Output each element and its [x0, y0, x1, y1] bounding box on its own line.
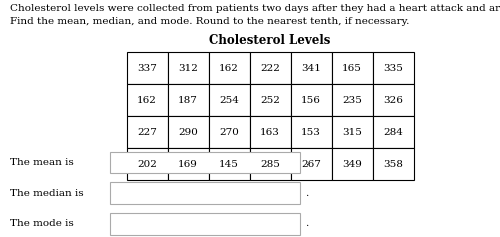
Bar: [372, 52, 414, 84]
Text: Cholesterol Levels: Cholesterol Levels: [210, 34, 330, 47]
Bar: [290, 52, 332, 84]
Bar: [290, 84, 332, 116]
Text: The median is: The median is: [10, 189, 84, 198]
Bar: [250, 52, 290, 84]
Text: 341: 341: [301, 64, 321, 73]
Text: 326: 326: [383, 96, 403, 105]
Bar: [372, 148, 414, 180]
Text: 349: 349: [342, 160, 362, 169]
Text: .: .: [305, 189, 308, 198]
Text: 187: 187: [178, 96, 198, 105]
Text: .: .: [305, 219, 308, 228]
Text: 285: 285: [260, 160, 280, 169]
Bar: [250, 116, 290, 148]
Text: 153: 153: [301, 128, 321, 137]
Bar: [208, 116, 250, 148]
Text: 169: 169: [178, 160, 198, 169]
Bar: [126, 116, 168, 148]
Bar: [208, 84, 250, 116]
Text: Cholesterol levels were collected from patients two days after they had a heart : Cholesterol levels were collected from p…: [10, 4, 500, 13]
Text: 267: 267: [301, 160, 321, 169]
Bar: [110, 182, 300, 204]
Text: The mode is: The mode is: [10, 219, 74, 228]
Text: 162: 162: [219, 64, 239, 73]
Text: 163: 163: [260, 128, 280, 137]
Bar: [332, 148, 372, 180]
Bar: [372, 84, 414, 116]
Bar: [250, 148, 290, 180]
Bar: [250, 84, 290, 116]
Bar: [208, 148, 250, 180]
Text: 145: 145: [219, 160, 239, 169]
Text: 227: 227: [137, 128, 157, 137]
Bar: [372, 116, 414, 148]
Bar: [332, 84, 372, 116]
Text: 165: 165: [342, 64, 362, 73]
Text: Find the mean, median, and mode. Round to the nearest tenth, if necessary.: Find the mean, median, and mode. Round t…: [10, 17, 409, 26]
Text: 337: 337: [137, 64, 157, 73]
Text: The mean is: The mean is: [10, 158, 74, 167]
Bar: [168, 52, 208, 84]
Text: 254: 254: [219, 96, 239, 105]
Text: 222: 222: [260, 64, 280, 73]
Text: 312: 312: [178, 64, 198, 73]
Text: 202: 202: [137, 160, 157, 169]
Bar: [110, 213, 300, 235]
Bar: [168, 84, 208, 116]
Text: 358: 358: [383, 160, 403, 169]
Bar: [208, 52, 250, 84]
Text: 335: 335: [383, 64, 403, 73]
Bar: [290, 148, 332, 180]
Text: 284: 284: [383, 128, 403, 137]
Text: 156: 156: [301, 96, 321, 105]
Text: 252: 252: [260, 96, 280, 105]
Bar: [110, 152, 300, 173]
Bar: [332, 52, 372, 84]
Text: 270: 270: [219, 128, 239, 137]
Bar: [332, 116, 372, 148]
Text: 290: 290: [178, 128, 198, 137]
Text: 162: 162: [137, 96, 157, 105]
Bar: [168, 148, 208, 180]
Bar: [126, 84, 168, 116]
Bar: [126, 52, 168, 84]
Bar: [126, 148, 168, 180]
Text: 235: 235: [342, 96, 362, 105]
Bar: [168, 116, 208, 148]
Text: .: .: [305, 158, 308, 167]
Bar: [290, 116, 332, 148]
Text: 315: 315: [342, 128, 362, 137]
